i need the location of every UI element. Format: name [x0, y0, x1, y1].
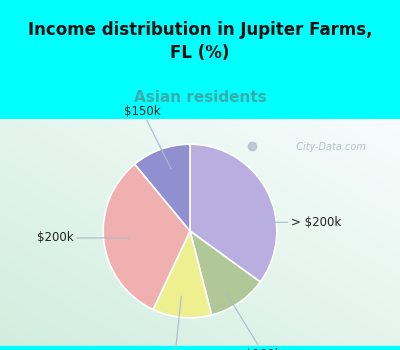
Text: $200k: $200k: [37, 231, 129, 244]
Wedge shape: [103, 164, 190, 309]
Text: Income distribution in Jupiter Farms,
FL (%): Income distribution in Jupiter Farms, FL…: [28, 21, 372, 62]
Text: City-Data.com: City-Data.com: [290, 142, 366, 152]
Text: $150k: $150k: [124, 105, 171, 168]
Wedge shape: [135, 144, 190, 231]
Wedge shape: [153, 231, 212, 318]
Text: $50k: $50k: [160, 296, 189, 350]
Bar: [0, 346, 400, 350]
Wedge shape: [190, 144, 277, 282]
Wedge shape: [190, 231, 260, 315]
Text: > $200k: > $200k: [252, 216, 341, 229]
Text: Asian residents: Asian residents: [134, 90, 266, 105]
Text: $100k: $100k: [226, 294, 282, 350]
